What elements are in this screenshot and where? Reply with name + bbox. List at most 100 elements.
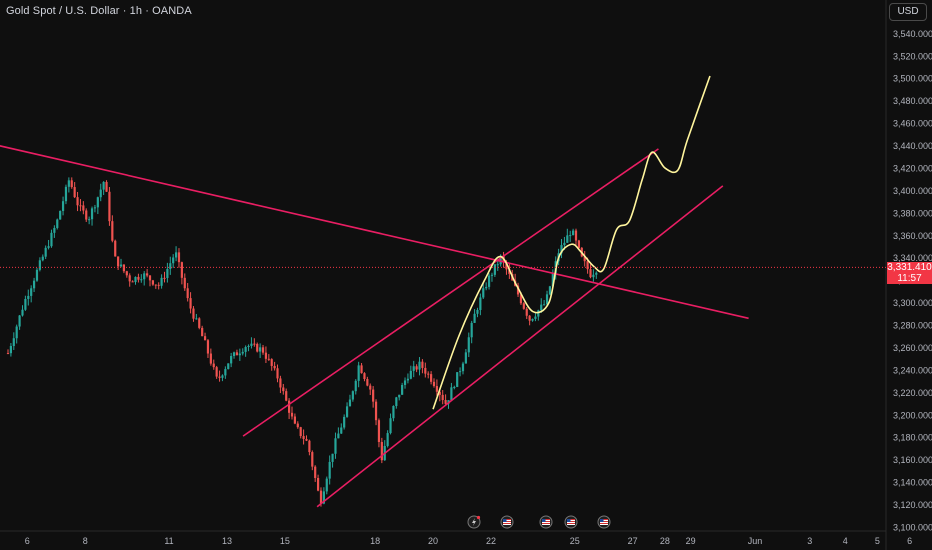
us-flag-icon[interactable] (500, 515, 514, 529)
candle-body (117, 256, 120, 267)
candle-body (572, 230, 575, 236)
price-tick-label: 3,380.000 (893, 208, 932, 218)
candle-body (296, 423, 299, 428)
us-flag-icon[interactable] (564, 515, 578, 529)
chart-title: Gold Spot / U.S. Dollar · 1h · OANDA (6, 5, 192, 17)
candle-body (15, 326, 18, 339)
candle-body (406, 378, 410, 381)
candle-body (198, 318, 201, 328)
projection-layer (432, 75, 711, 410)
candle-body (279, 378, 282, 388)
candle-body (409, 370, 412, 379)
price-tick-label: 3,360.000 (893, 231, 932, 241)
trend-line[interactable] (0, 143, 749, 320)
candle-body (412, 366, 415, 371)
candle-body (131, 281, 134, 283)
us-flag-icon[interactable] (597, 515, 611, 529)
price-tick-label: 3,200.000 (893, 410, 932, 420)
candle-body (424, 367, 427, 374)
candle-body (325, 478, 328, 492)
trend-line[interactable] (316, 185, 724, 508)
candle-body (374, 401, 378, 421)
candle-body (102, 181, 105, 190)
candle-body (151, 280, 154, 285)
candle-body (27, 295, 30, 299)
candle-body (311, 452, 314, 467)
candle-body (9, 346, 12, 354)
candle-body (586, 261, 589, 270)
candle-body (351, 391, 354, 400)
candle-body (32, 280, 36, 289)
candle-body (230, 355, 233, 364)
candle-body (316, 477, 320, 491)
time-tick-label: 20 (428, 536, 438, 546)
candle-body (88, 219, 91, 221)
currency-selector[interactable]: USD (889, 3, 927, 21)
price-tick-label: 3,400.000 (893, 186, 932, 196)
candle-body (560, 245, 563, 254)
candle-body (589, 269, 592, 278)
candle-body (44, 247, 47, 257)
candle-body (490, 274, 494, 276)
candle-body (111, 221, 114, 241)
candle-body (461, 363, 465, 372)
lightning-icon[interactable] (467, 515, 481, 529)
candle-body (218, 376, 221, 378)
candle-body (432, 381, 436, 387)
candle-body (192, 308, 195, 319)
candle-body (438, 391, 441, 395)
candle-body (241, 351, 244, 354)
candle-body (47, 246, 50, 248)
candle-body (209, 353, 212, 364)
candle-body (392, 405, 395, 419)
candle-body (380, 442, 383, 461)
candle-body (264, 352, 268, 359)
time-tick-label: 11 (164, 536, 173, 546)
candle-body (215, 367, 218, 377)
candle-body (125, 271, 128, 276)
candle-body (105, 181, 108, 192)
candle-body (30, 288, 33, 296)
candle-body (372, 389, 375, 402)
candle-body (569, 235, 572, 237)
candle-body (314, 466, 317, 478)
projection-path[interactable] (432, 75, 711, 410)
candle-body (545, 294, 549, 305)
price-tick-label: 3,420.000 (893, 163, 932, 173)
candle-body (163, 277, 166, 279)
candle-body (148, 275, 152, 281)
candle-body (583, 256, 586, 262)
candle-body (308, 440, 311, 453)
price-tick-label: 3,280.000 (893, 321, 932, 331)
bar-countdown: 11:57 (897, 273, 922, 284)
candle-body (172, 257, 175, 264)
time-tick-label: 13 (222, 536, 232, 546)
time-tick-label: 5 (875, 536, 880, 546)
candle-body (79, 205, 82, 207)
candle-body (259, 347, 262, 352)
candle-body (203, 336, 207, 341)
price-tick-label: 3,100.000 (893, 523, 932, 533)
candle-body (282, 387, 285, 392)
candle-body (96, 197, 99, 208)
candle-body (319, 490, 323, 504)
candle-body (21, 309, 24, 316)
candle-body (180, 262, 183, 278)
candle-body (99, 189, 102, 198)
time-tick-label: 22 (486, 536, 496, 546)
candle-body (35, 269, 39, 281)
candle-body (395, 397, 398, 406)
trend-line[interactable] (242, 148, 659, 437)
candle-body (456, 372, 459, 387)
us-flag-icon[interactable] (539, 515, 553, 529)
time-tick-label: 25 (570, 536, 580, 546)
candle-body (206, 340, 210, 354)
candle-body (563, 242, 566, 246)
candle-body (522, 303, 525, 309)
candle-body (493, 264, 496, 275)
candle-body (61, 201, 65, 211)
candle-body (189, 298, 192, 309)
candle-body (93, 207, 97, 209)
